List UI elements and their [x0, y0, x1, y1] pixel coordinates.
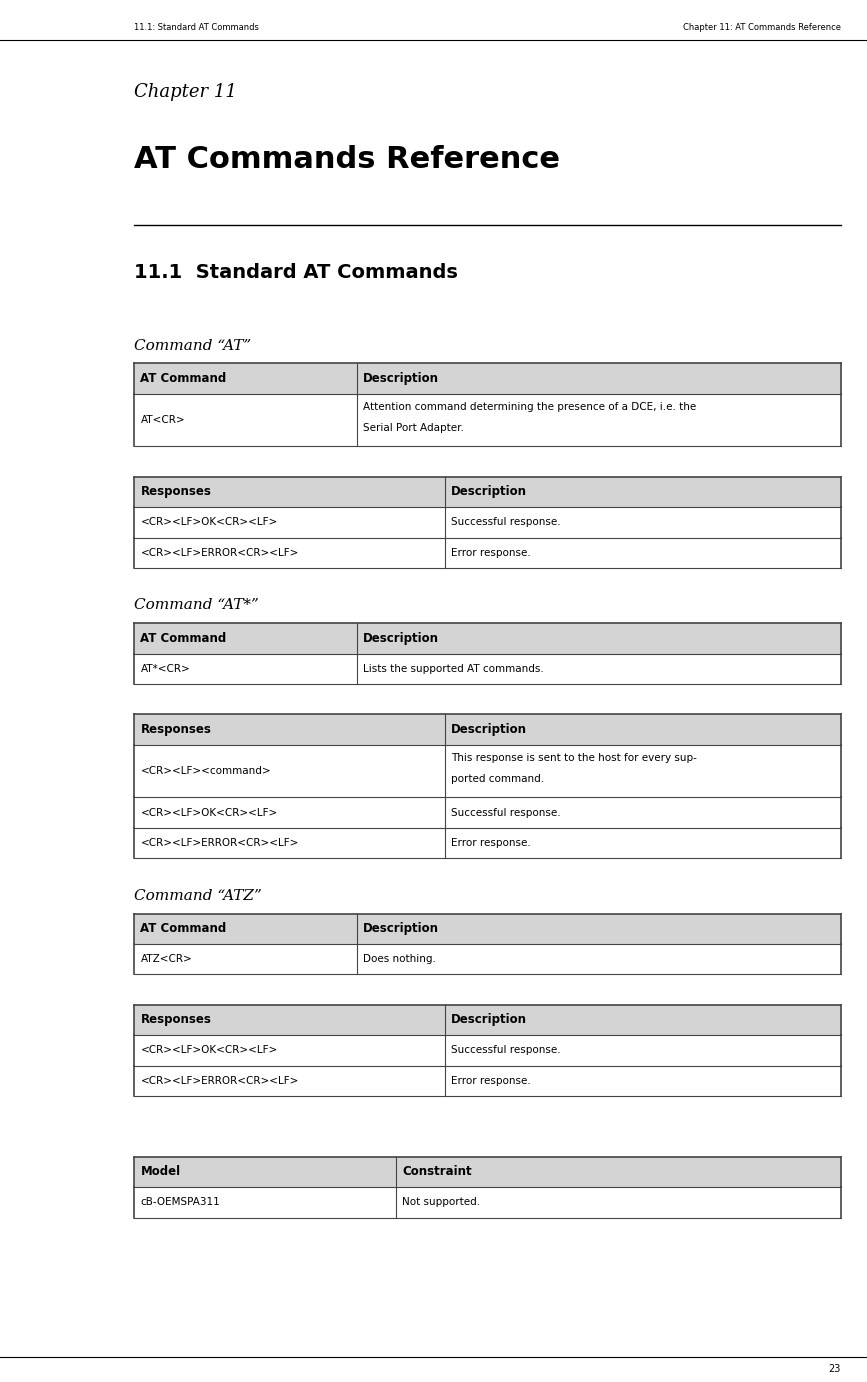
Bar: [134, 914, 841, 944]
Text: Not supported.: Not supported.: [402, 1197, 480, 1208]
Bar: [134, 745, 841, 797]
Text: Does nothing.: Does nothing.: [363, 954, 436, 965]
Text: Description: Description: [363, 922, 439, 936]
Bar: [134, 654, 841, 684]
Bar: [134, 394, 841, 446]
Bar: [134, 714, 841, 745]
Text: Description: Description: [363, 632, 439, 645]
Text: Command “ATZ”: Command “ATZ”: [134, 889, 262, 902]
Text: AT Command: AT Command: [140, 632, 226, 645]
Text: 11.1  Standard AT Commands: 11.1 Standard AT Commands: [134, 263, 459, 282]
Bar: [134, 538, 841, 568]
Text: AT<CR>: AT<CR>: [140, 415, 185, 426]
Text: Chapter 11: AT Commands Reference: Chapter 11: AT Commands Reference: [683, 23, 841, 33]
Text: Constraint: Constraint: [402, 1165, 472, 1179]
Text: ported command.: ported command.: [452, 774, 544, 784]
Text: Responses: Responses: [140, 485, 212, 499]
Bar: [134, 477, 841, 507]
Text: AT Command: AT Command: [140, 372, 226, 386]
Text: Command “AT*”: Command “AT*”: [134, 598, 259, 612]
Text: Error response.: Error response.: [452, 547, 531, 558]
Text: Description: Description: [363, 372, 439, 386]
Text: Attention command determining the presence of a DCE, i.e. the: Attention command determining the presen…: [363, 402, 696, 412]
Bar: [134, 944, 841, 974]
Text: Chapter 11: Chapter 11: [134, 83, 238, 101]
Text: Command “AT”: Command “AT”: [134, 339, 251, 352]
Text: This response is sent to the host for every sup-: This response is sent to the host for ev…: [452, 753, 697, 763]
Text: <CR><LF>ERROR<CR><LF>: <CR><LF>ERROR<CR><LF>: [140, 547, 299, 558]
Text: 23: 23: [829, 1364, 841, 1374]
Text: cB-OEMSPA311: cB-OEMSPA311: [140, 1197, 220, 1208]
Text: Responses: Responses: [140, 1013, 212, 1027]
Bar: [134, 623, 841, 654]
Bar: [134, 797, 841, 828]
Text: Successful response.: Successful response.: [452, 517, 561, 528]
Text: <CR><LF>ERROR<CR><LF>: <CR><LF>ERROR<CR><LF>: [140, 1075, 299, 1086]
Text: <CR><LF>OK<CR><LF>: <CR><LF>OK<CR><LF>: [140, 807, 277, 818]
Text: <CR><LF>ERROR<CR><LF>: <CR><LF>ERROR<CR><LF>: [140, 837, 299, 849]
Text: <CR><LF><command>: <CR><LF><command>: [140, 766, 271, 777]
Text: Description: Description: [452, 485, 527, 499]
Bar: [134, 1005, 841, 1035]
Text: Serial Port Adapter.: Serial Port Adapter.: [363, 423, 464, 433]
Text: Error response.: Error response.: [452, 837, 531, 849]
Text: Successful response.: Successful response.: [452, 1045, 561, 1056]
Text: Responses: Responses: [140, 723, 212, 737]
Text: AT Commands Reference: AT Commands Reference: [134, 145, 560, 174]
Text: AT*<CR>: AT*<CR>: [140, 663, 190, 674]
Text: Error response.: Error response.: [452, 1075, 531, 1086]
Text: AT Command: AT Command: [140, 922, 226, 936]
Text: Description: Description: [452, 1013, 527, 1027]
Bar: [134, 1157, 841, 1187]
Bar: [134, 507, 841, 538]
Text: ATZ<CR>: ATZ<CR>: [140, 954, 192, 965]
Bar: [134, 1066, 841, 1096]
Bar: [134, 1035, 841, 1066]
Bar: [134, 1187, 841, 1218]
Text: Description: Description: [452, 723, 527, 737]
Bar: [134, 363, 841, 394]
Text: Lists the supported AT commands.: Lists the supported AT commands.: [363, 663, 544, 674]
Bar: [134, 828, 841, 858]
Text: <CR><LF>OK<CR><LF>: <CR><LF>OK<CR><LF>: [140, 517, 277, 528]
Text: 11.1: Standard AT Commands: 11.1: Standard AT Commands: [134, 23, 259, 33]
Text: <CR><LF>OK<CR><LF>: <CR><LF>OK<CR><LF>: [140, 1045, 277, 1056]
Text: Model: Model: [140, 1165, 180, 1179]
Text: Successful response.: Successful response.: [452, 807, 561, 818]
